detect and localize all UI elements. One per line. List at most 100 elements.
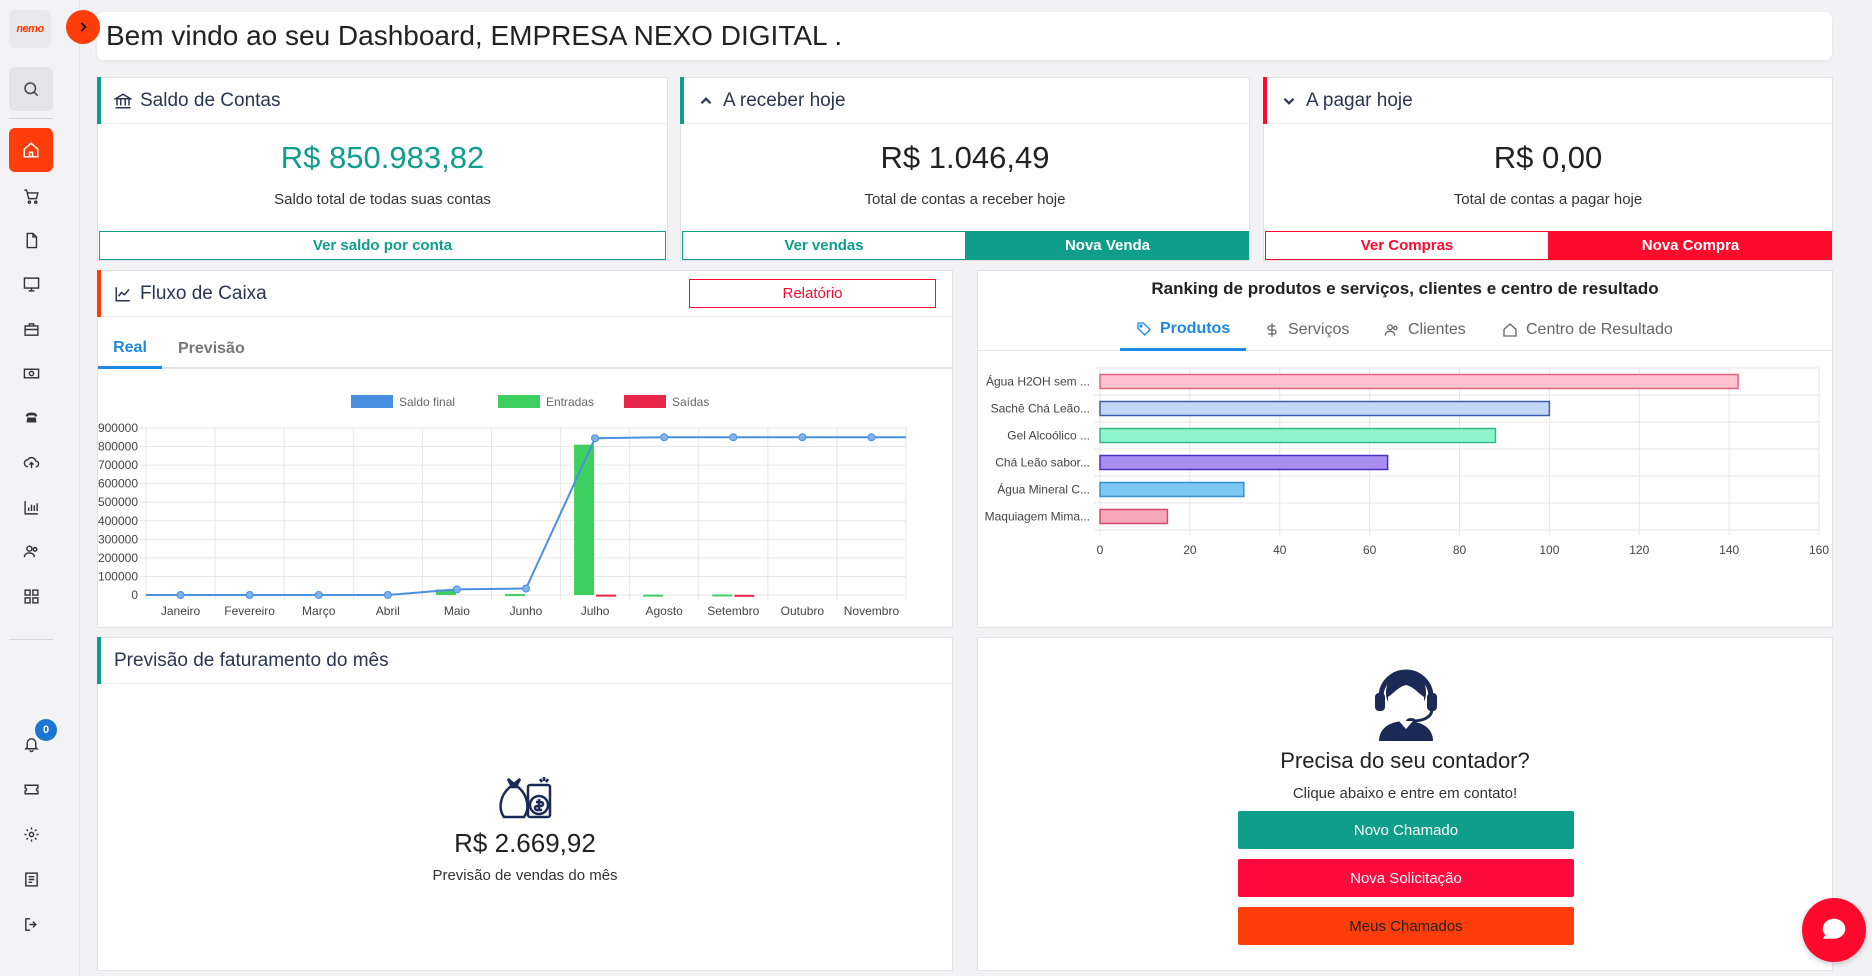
support-agent-icon <box>1375 669 1437 741</box>
bar-entradas <box>505 594 525 597</box>
meus-chamados-button[interactable]: Meus Chamados <box>1238 907 1574 945</box>
x-tick-label: 140 <box>1719 543 1739 557</box>
x-tick-label: 60 <box>1363 543 1377 557</box>
company-logo[interactable]: nemo <box>9 10 51 48</box>
tab-clientes[interactable]: Clientes <box>1384 309 1466 351</box>
sidebar-item-reports[interactable] <box>18 494 44 520</box>
bar-saídas <box>596 594 617 597</box>
contador-subtitle: Clique abaixo e entre em contato! <box>1292 785 1518 802</box>
pagar-subtitle: Total de contas a pagar hoje <box>1453 191 1643 208</box>
y-tick-label: 400000 <box>98 514 138 528</box>
sidebar-item-upload[interactable] <box>18 449 44 475</box>
notifications-button[interactable] <box>18 731 44 757</box>
saldo-final-point <box>798 433 807 442</box>
y-tick-label: Maquiagem Mima... <box>985 510 1090 524</box>
chat-bubble-icon <box>1822 918 1846 939</box>
bell-icon <box>23 737 39 752</box>
tab-centro-label: Centro de Resultado <box>1526 321 1673 338</box>
fluxo-card-title: Fluxo de Caixa <box>140 282 267 304</box>
sidebar: nemo 0 <box>0 0 80 976</box>
saldo-final-line <box>146 436 906 596</box>
sidebar-item-pdv[interactable] <box>18 271 44 297</box>
sidebar-item-apps[interactable] <box>18 583 44 609</box>
cart-icon <box>23 188 39 204</box>
previsao-card-header: Previsão de faturamento do mês <box>97 637 952 684</box>
money-bag-icon <box>499 777 552 819</box>
users-icon <box>23 544 38 557</box>
home-icon <box>23 142 39 158</box>
chat-button[interactable] <box>1802 898 1866 962</box>
briefcase-icon <box>23 322 39 336</box>
sidebar-item-tickets[interactable] <box>18 776 44 802</box>
card-accent <box>1263 77 1267 124</box>
card-accent <box>97 77 101 124</box>
x-tick-label: Julho <box>581 604 610 618</box>
tab-servicos[interactable]: Serviços <box>1264 309 1349 351</box>
money-icon <box>23 368 39 378</box>
pagar-card-title: A pagar hoje <box>1306 89 1413 111</box>
tag-icon <box>1137 321 1151 336</box>
ver-vendas-button[interactable]: Ver vendas <box>682 231 966 260</box>
saldo-final-point <box>591 434 600 443</box>
nova-compra-button[interactable]: Nova Compra <box>1549 231 1832 260</box>
document-icon <box>26 232 37 248</box>
tab-previsao[interactable]: Previsão <box>178 340 245 357</box>
receber-card-header: A receber hoje <box>680 77 1249 124</box>
logout-icon <box>24 917 37 931</box>
relatorio-button[interactable]: Relatório <box>689 279 936 308</box>
nova-solicitacao-button[interactable]: Nova Solicitação <box>1238 859 1574 897</box>
y-tick-label: 600000 <box>98 477 138 491</box>
saldo-card: Saldo de Contas R$ 850.983,82 Saldo tota… <box>97 77 668 261</box>
saldo-card-title: Saldo de Contas <box>140 89 281 111</box>
tab-centro-resultado[interactable]: Centro de Resultado <box>1502 309 1673 351</box>
sidebar-item-sales[interactable] <box>18 183 44 209</box>
sidebar-toggle-button[interactable] <box>66 10 100 44</box>
ranking-title: Ranking de produtos e serviços, clientes… <box>1151 279 1659 298</box>
y-tick-label: 200000 <box>98 551 138 565</box>
grid-icon <box>23 588 39 604</box>
bar-entradas <box>712 594 733 597</box>
saldo-card-header: Saldo de Contas <box>97 77 667 124</box>
x-tick-label: Agosto <box>646 604 684 618</box>
ver-compras-button[interactable]: Ver Compras <box>1265 231 1549 260</box>
bar-chart-icon <box>23 500 38 515</box>
nova-venda-button[interactable]: Nova Venda <box>966 231 1249 260</box>
saldo-final-point <box>729 433 738 442</box>
y-tick-label: 500000 <box>98 495 138 509</box>
sidebar-item-settings[interactable] <box>18 821 44 847</box>
sidebar-item-users[interactable] <box>18 538 44 564</box>
sidebar-item-services[interactable] <box>18 316 44 342</box>
tab-real[interactable]: Real <box>98 329 162 369</box>
x-tick-label: Junho <box>510 604 543 618</box>
card-accent <box>680 77 684 124</box>
ranking-tabs: Produtos Serviços Clientes Centro de Res… <box>978 309 1832 351</box>
chevron-down-icon <box>1283 97 1295 105</box>
search-button[interactable] <box>9 67 53 111</box>
sidebar-item-ledger[interactable] <box>18 866 44 892</box>
sidebar-item-contacts[interactable] <box>18 404 44 430</box>
previsao-card: Previsão de faturamento do mês R$ 2.669,… <box>97 637 953 971</box>
ver-saldo-button[interactable]: Ver saldo por conta <box>99 231 666 260</box>
novo-chamado-button[interactable]: Novo Chamado <box>1238 811 1574 849</box>
ranking-bar <box>1099 481 1245 498</box>
legend-label: Entradas <box>546 395 594 409</box>
sidebar-item-finance[interactable] <box>18 360 44 386</box>
search-icon <box>24 82 39 97</box>
y-tick-label: Chá Leão sabor... <box>995 456 1090 470</box>
saldo-final-point <box>245 591 254 599</box>
tab-produtos[interactable]: Produtos <box>1120 309 1247 351</box>
saldo-subtitle: Saldo total de todas suas contas <box>274 191 491 208</box>
previsao-subtitle: Previsão de vendas do mês <box>432 867 618 884</box>
x-tick-label: 40 <box>1273 543 1287 557</box>
receber-card: A receber hoje R$ 1.046,49 Total de cont… <box>680 77 1250 261</box>
y-tick-label: 0 <box>131 588 138 602</box>
x-tick-label: Janeiro <box>161 604 201 618</box>
logout-button[interactable] <box>18 911 44 937</box>
cloud-upload-icon <box>23 456 39 468</box>
card-accent <box>97 270 101 317</box>
x-tick-label: 0 <box>1097 543 1104 557</box>
sidebar-item-documents[interactable] <box>18 227 44 253</box>
y-tick-label: 300000 <box>98 532 138 546</box>
sidebar-item-home[interactable] <box>9 128 53 172</box>
x-tick-label: Fevereiro <box>224 604 275 618</box>
